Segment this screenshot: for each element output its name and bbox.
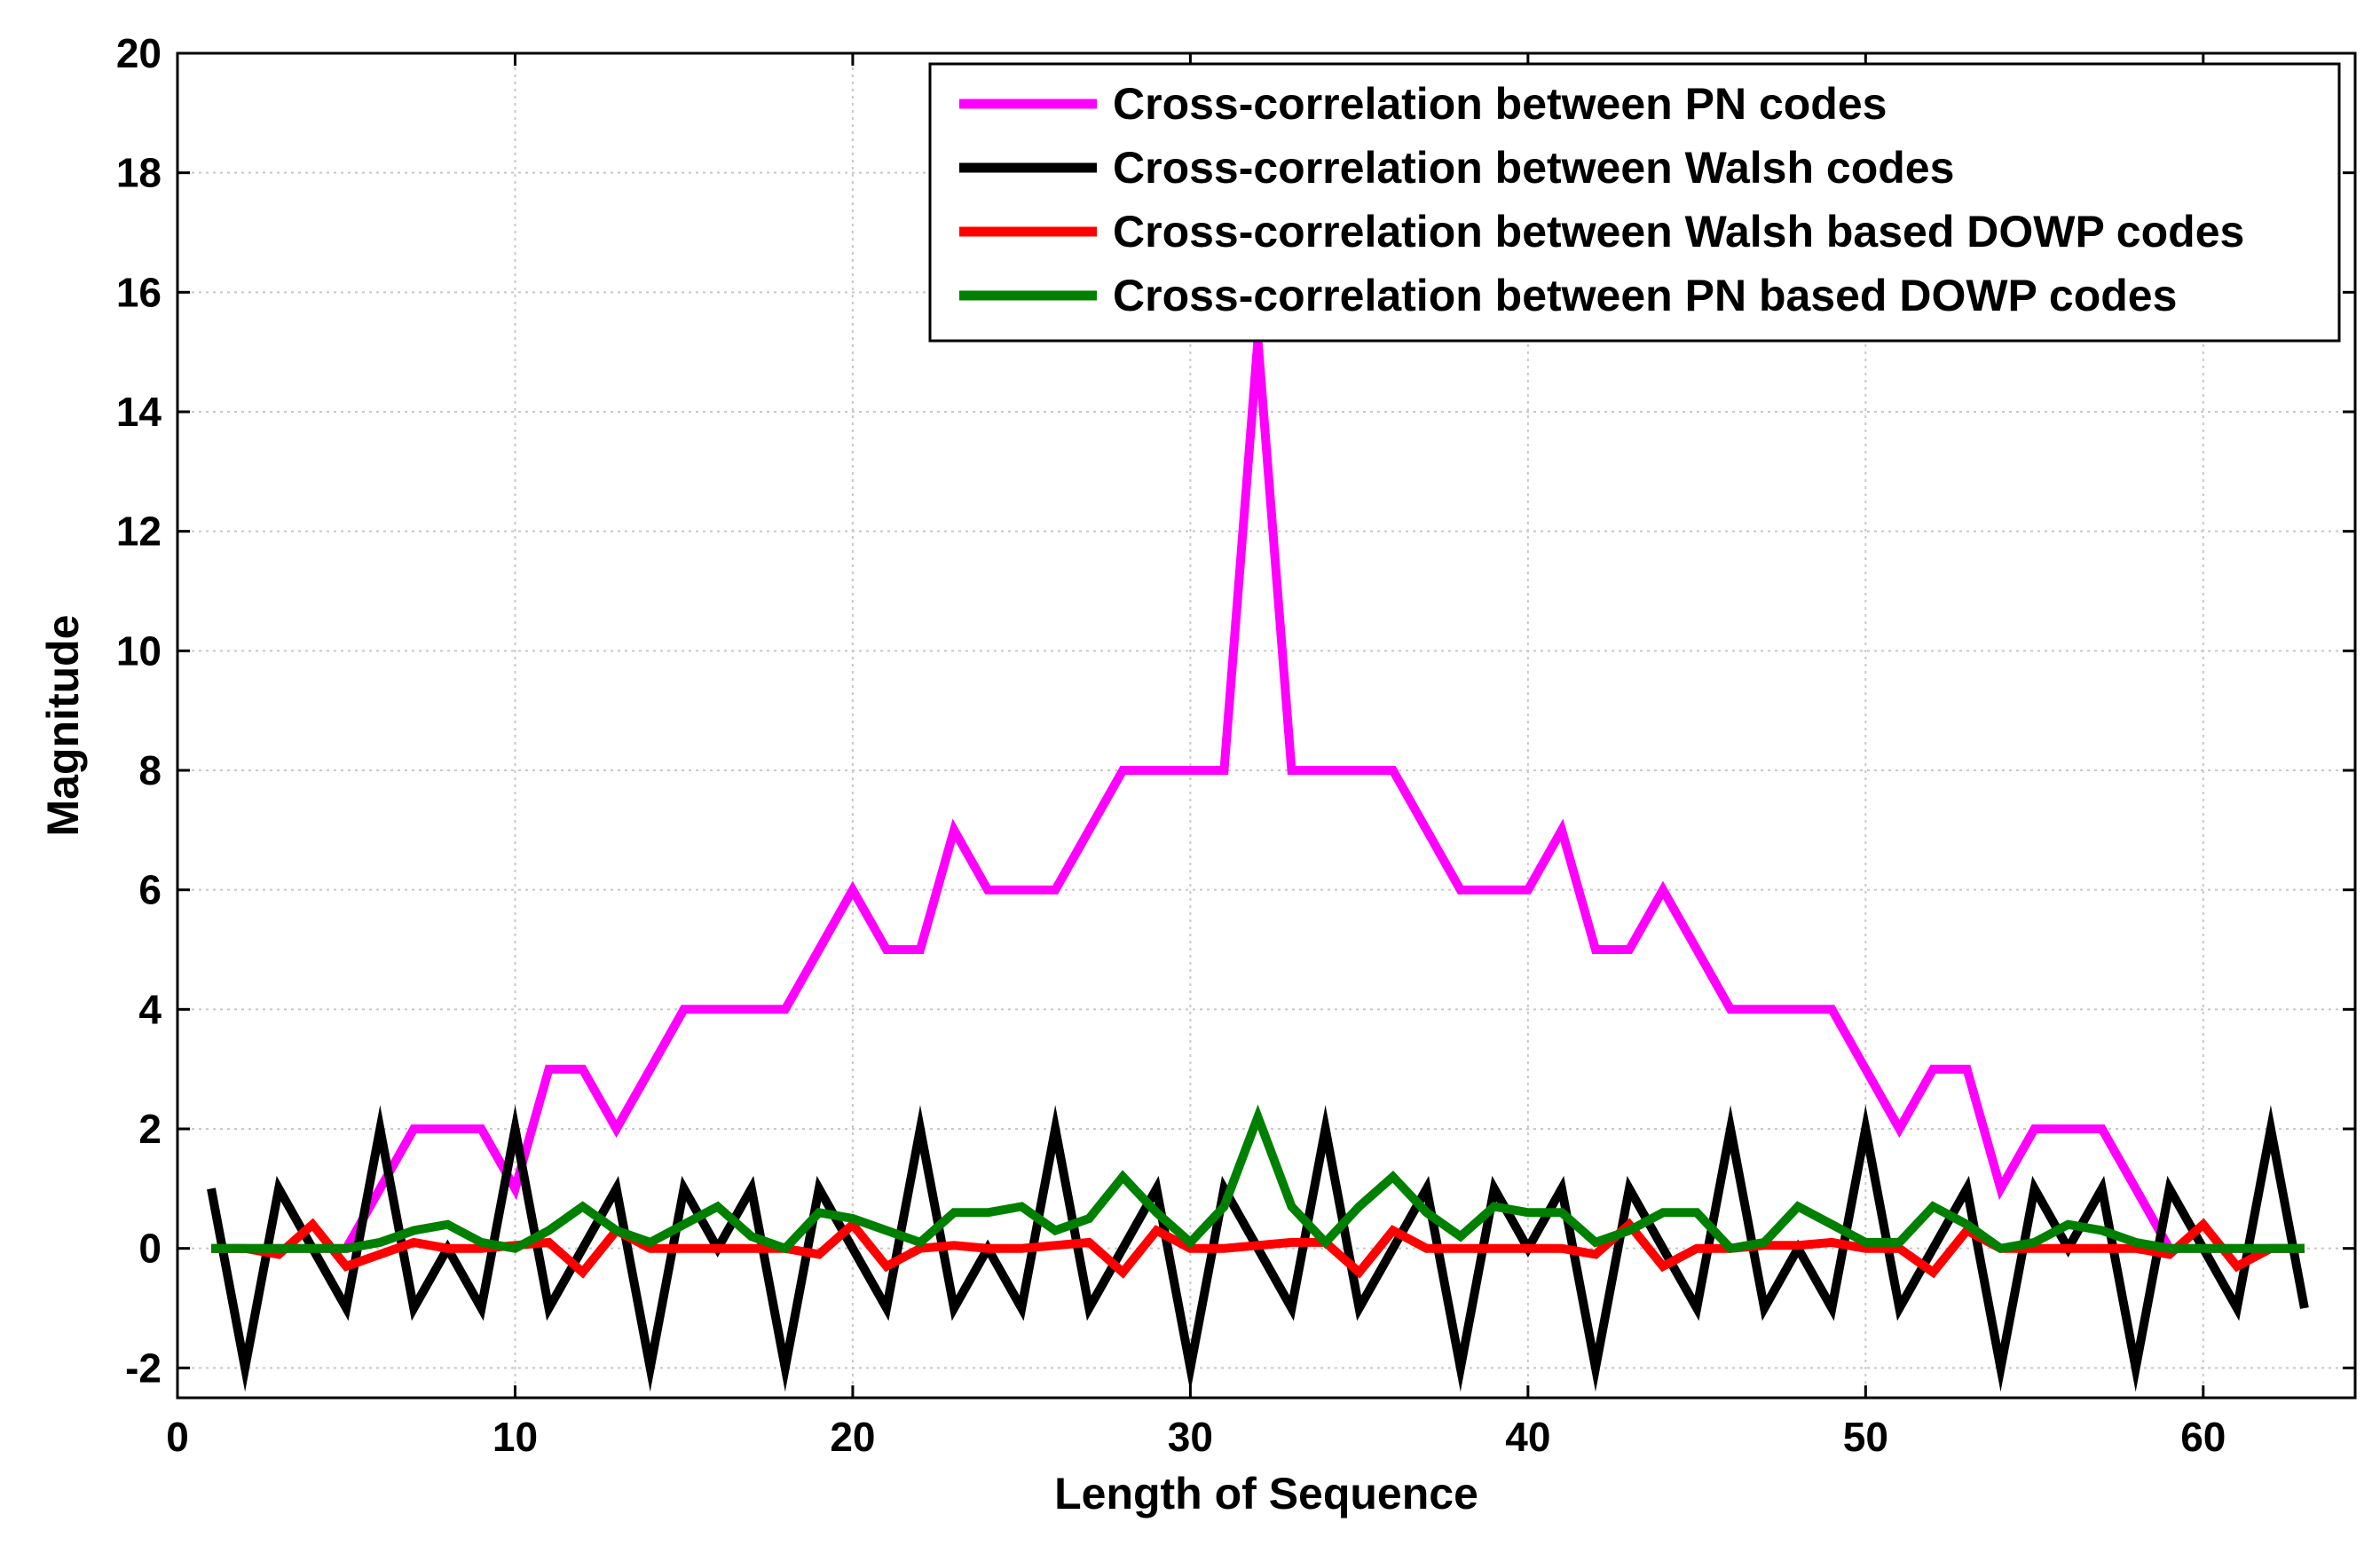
legend-label: Cross-correlation between PN codes <box>1113 79 1887 129</box>
x-tick-label: 10 <box>493 1414 538 1460</box>
x-tick-label: 30 <box>1168 1414 1213 1460</box>
y-tick-label: 18 <box>116 150 162 196</box>
series-line-3 <box>211 1218 2305 1279</box>
series-line-4 <box>211 1104 2305 1254</box>
legend-label: Cross-correlation between PN based DOWP … <box>1113 271 2177 320</box>
y-tick-label: 0 <box>138 1226 162 1272</box>
y-tick-label: 14 <box>116 389 162 435</box>
y-tick-label: 2 <box>138 1106 162 1152</box>
x-tick-label: 50 <box>1843 1414 1888 1460</box>
y-tick-label: 20 <box>116 30 162 76</box>
plot-frame <box>176 51 2357 1400</box>
y-tick-label: 10 <box>116 627 162 674</box>
legend-entry-3: Cross-correlation between Walsh based DO… <box>959 207 2244 256</box>
legend-box <box>928 62 2341 343</box>
legend-entry-1: Cross-correlation between PN codes <box>959 79 1887 129</box>
legend-entry-4: Cross-correlation between PN based DOWP … <box>959 271 2177 320</box>
legend-label: Cross-correlation between Walsh based DO… <box>1113 207 2244 256</box>
legend-items: Cross-correlation between PN codes Cross-… <box>959 79 2244 320</box>
legend-entry-2: Cross-correlation between Walsh codes <box>959 143 1954 193</box>
x-tick-label: 20 <box>830 1414 875 1460</box>
x-axis-title: Length of Sequence <box>1054 1469 1478 1518</box>
y-tick-label: 8 <box>138 747 162 793</box>
y-tick-label: 16 <box>116 269 162 315</box>
x-tick-label: 40 <box>1505 1414 1550 1460</box>
y-tick-label: 6 <box>138 867 162 913</box>
x-tick-label: 60 <box>2180 1414 2226 1460</box>
y-tick-label: -2 <box>125 1345 162 1391</box>
x-tick-label: 0 <box>166 1414 189 1460</box>
y-tick-label: 12 <box>116 509 162 555</box>
legend-label: Cross-correlation between Walsh codes <box>1113 143 1954 193</box>
y-axis-title: Magnitude <box>38 615 88 837</box>
legend: Cross-correlation between PN codes Cross-… <box>928 62 2341 343</box>
y-tick-label: 4 <box>138 986 162 1032</box>
